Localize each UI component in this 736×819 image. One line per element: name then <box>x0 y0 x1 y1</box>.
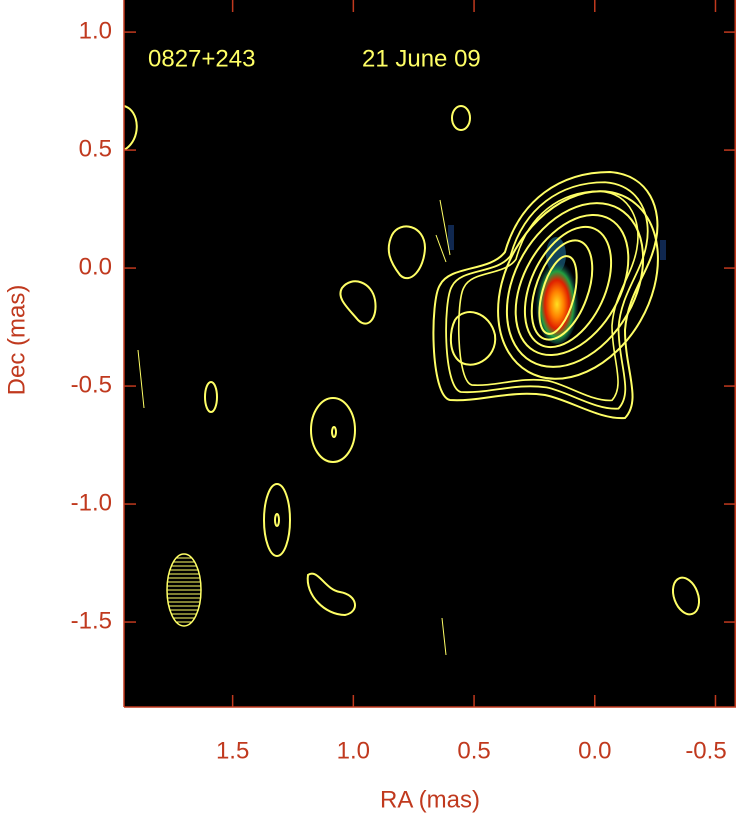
contour <box>387 225 427 280</box>
x-tick-label: 0.5 <box>457 737 490 764</box>
emission <box>660 240 666 260</box>
contour <box>310 397 356 463</box>
contour <box>497 190 659 380</box>
contour <box>523 225 613 349</box>
contour <box>538 255 578 335</box>
x-tick-label: 1.0 <box>337 737 370 764</box>
contour <box>458 190 639 402</box>
plot-area <box>124 0 736 707</box>
contour <box>530 239 594 341</box>
y-tick-label: -1.0 <box>71 489 112 516</box>
contour <box>137 199 451 656</box>
contour <box>449 311 497 366</box>
contour <box>514 213 630 357</box>
contour <box>274 513 280 527</box>
contour <box>505 202 645 368</box>
y-tick-label: -1.5 <box>71 607 112 634</box>
emission <box>448 225 454 250</box>
contour <box>432 170 659 420</box>
x-axis-label: RA (mas) <box>380 786 480 813</box>
y-tick-label: -0.5 <box>71 371 112 398</box>
x-tick-label: 1.5 <box>216 737 249 764</box>
beam <box>166 553 202 627</box>
x-tick-label: -0.5 <box>685 737 726 764</box>
contour <box>204 381 218 413</box>
y-tick-label: 1.0 <box>79 17 112 44</box>
x-tick-label: 0.0 <box>578 737 611 764</box>
y-tick-label: 0.5 <box>79 135 112 162</box>
contour <box>263 483 291 557</box>
contour <box>306 572 356 617</box>
date: 21 June 09 <box>362 45 481 72</box>
source-name: 0827+243 <box>148 45 255 72</box>
y-tick-label: 0.0 <box>79 253 112 280</box>
contour <box>331 426 337 438</box>
contour <box>671 576 701 616</box>
contours <box>123 105 701 656</box>
contour <box>339 280 377 325</box>
contour <box>451 105 471 131</box>
contour <box>123 105 138 151</box>
y-axis-label: Dec (mas) <box>3 285 30 396</box>
